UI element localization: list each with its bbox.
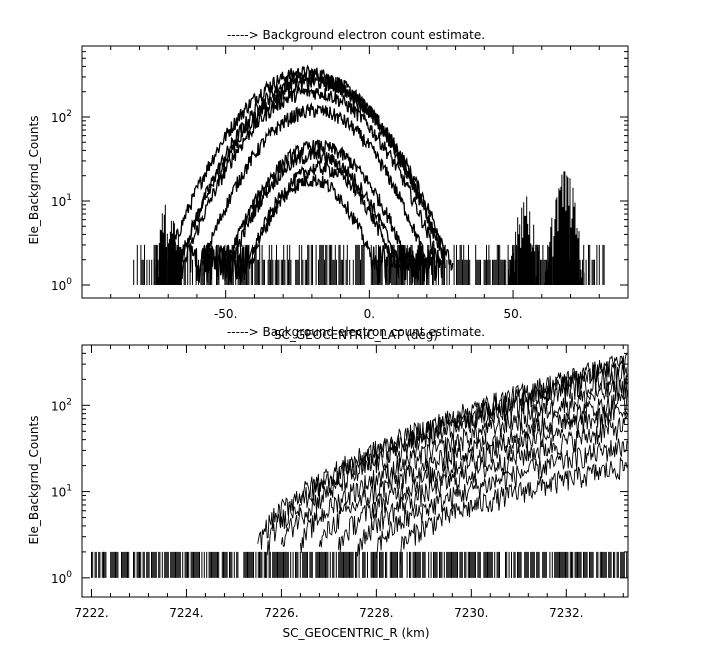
x-axis: -50. 0. 50.: [81, 46, 629, 321]
data-traces: [91, 353, 628, 578]
series-trace: [399, 457, 628, 565]
x-tick-label: 7226.: [264, 606, 298, 620]
chart-r: -----> Background electron count estimat…: [27, 325, 629, 640]
y-axis-label: Ele_Backgrnd_Counts: [27, 416, 41, 545]
series-trace: [176, 74, 454, 272]
series-trace: [203, 147, 426, 285]
series-trace: [375, 438, 628, 559]
y-tick-label: 101: [51, 484, 72, 500]
y-tick-label: 102: [51, 109, 72, 125]
y-tick-label: 102: [51, 397, 72, 413]
chart-lat: -----> Background electron count estimat…: [27, 28, 629, 342]
x-tick-label: -50.: [214, 307, 237, 321]
x-axis: 7222. 7224. 7226. 7228. 7230. 7232.: [74, 345, 624, 620]
x-tick-label: 7224.: [169, 606, 203, 620]
series-trace: [189, 101, 440, 283]
series-trace: [337, 403, 628, 552]
series-trace: [219, 174, 405, 285]
secondary-bump: [544, 171, 585, 285]
y-axis: 100 101 102: [51, 45, 628, 293]
plot-frame: [81, 45, 629, 299]
series-trace: [266, 355, 628, 556]
y-tick-label: 101: [51, 193, 72, 209]
x-tick-label: 0.: [364, 307, 375, 321]
plot-frame: [81, 344, 629, 598]
noise-floor: [91, 551, 628, 578]
x-tick-label: 7222.: [74, 606, 108, 620]
chart-title: -----> Background electron count estimat…: [227, 28, 485, 42]
x-tick-label: 50.: [504, 307, 523, 321]
y-axis: 100 101 102: [51, 344, 628, 586]
x-axis-label: SC_GEOCENTRIC_LAT (deg): [274, 328, 438, 342]
y-tick-label: 100: [51, 570, 72, 586]
series-trace: [299, 378, 628, 553]
secondary-bump: [506, 196, 540, 285]
x-axis-label: SC_GEOCENTRIC_R (km): [283, 626, 430, 640]
series-trace: [177, 85, 446, 280]
series-trace: [202, 139, 434, 283]
x-tick-label: 7232.: [549, 606, 583, 620]
series-trace: [218, 158, 422, 284]
series-trace: [280, 364, 628, 547]
y-tick-label: 100: [51, 277, 72, 293]
x-tick-label: 7230.: [454, 606, 488, 620]
x-tick-label: 7228.: [359, 606, 393, 620]
chart-title: -----> Background electron count estimat…: [227, 325, 485, 339]
secondary-bump: [153, 204, 182, 285]
data-traces: [133, 64, 605, 285]
series-trace: [356, 415, 628, 557]
y-axis-label: Ele_Backgrnd_Counts: [27, 116, 41, 245]
